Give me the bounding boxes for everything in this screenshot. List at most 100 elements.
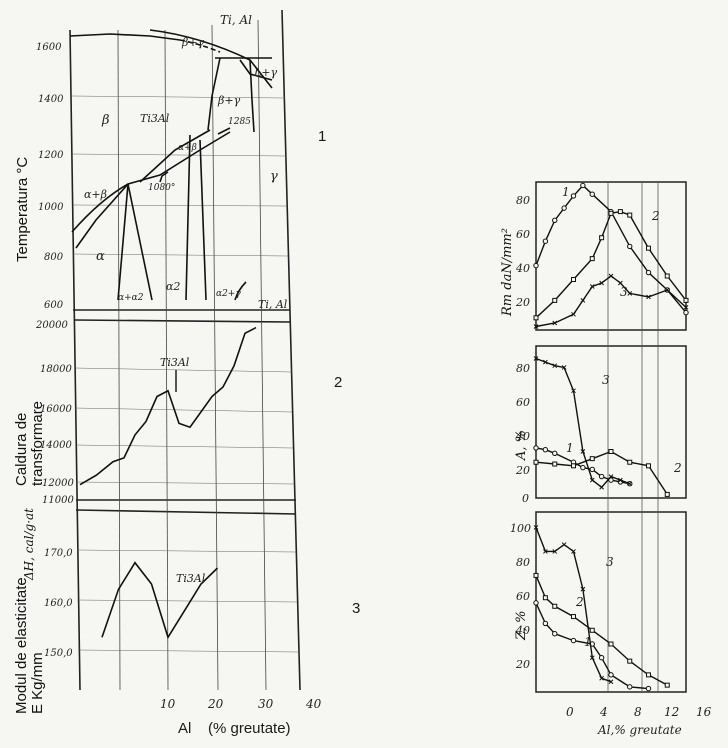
right-series-labels: 1 2 3 1 2 3 1 2 3 — [562, 185, 682, 649]
rm-series-1-point — [533, 262, 539, 269]
z-series-2-point — [608, 641, 614, 647]
separator-1b — [74, 319, 291, 323]
rm-series-1-point — [561, 205, 567, 211]
rm-series-1-point — [683, 309, 689, 316]
ytick-11000: 11000 — [42, 495, 74, 506]
rm-series-1-point — [542, 238, 549, 244]
right-xtick-4: 4 — [599, 705, 608, 719]
left-frame-right — [281, 9, 301, 691]
z-ytick-80: 80 — [516, 556, 530, 569]
rm-series-3-point — [646, 294, 651, 300]
label-alpha2-gamma: α2+γ — [216, 289, 241, 299]
z-series-3-point — [608, 679, 614, 685]
a-series-2-point — [533, 459, 539, 465]
z-label-1: 1 — [584, 635, 592, 649]
a-series-3-point — [543, 359, 548, 365]
t1080-marker — [159, 171, 169, 183]
panel-number-2: 2 — [334, 374, 343, 391]
rm-series-2-point — [533, 315, 539, 321]
a-series-3-point — [618, 477, 623, 483]
label-beta-gamma-top: β+γ — [181, 36, 205, 49]
panel-number-3: 3 — [352, 600, 361, 617]
a-ytick-0: 0 — [522, 492, 529, 505]
z-ytick-100: 100 — [510, 522, 531, 535]
alpha2-gamma-left — [199, 139, 207, 301]
elastic-ylabel-line2: E Kg/mm — [29, 652, 46, 714]
rm-series-3-line — [535, 275, 687, 328]
rm-series-1-point — [552, 217, 558, 224]
right-xlabel: Al,% greutate — [597, 723, 682, 737]
a-series-1-point — [598, 473, 605, 480]
z-series-1-point — [645, 685, 652, 692]
z-label-3: 3 — [606, 555, 614, 569]
a-series-1-point — [542, 447, 549, 453]
rm-ylabel: Rm daN/mm² — [500, 228, 515, 316]
z-series-3-point — [533, 525, 539, 530]
label-a-b-top: α+β — [178, 143, 197, 153]
z-series-2-point — [571, 614, 576, 620]
z-ytick-20: 20 — [515, 658, 530, 671]
right-xtick-16: 16 — [696, 705, 712, 719]
xtick-10: 10 — [160, 697, 176, 711]
a-series-2-point — [664, 491, 670, 497]
rm-series-1-line — [535, 184, 687, 314]
rm-series-3-point — [589, 284, 595, 289]
a-ytick-40: 40 — [515, 430, 530, 443]
rm-series-2-point — [552, 297, 558, 303]
left-xlabel: Al (% greutate) — [178, 720, 291, 737]
a-series-3-point — [580, 449, 586, 454]
rm-series-2-point — [646, 245, 651, 251]
a-frame — [535, 345, 687, 499]
elastic-ylabel-line1: Modul de elasticitate — [13, 577, 30, 714]
beta-gamma-right — [249, 59, 255, 133]
rm-series-3-point — [683, 305, 689, 310]
z-series-2-point — [542, 595, 548, 601]
alpha-beta-upper — [71, 131, 231, 233]
rm-series-1-point — [589, 191, 595, 197]
rm-series-3-point — [608, 273, 614, 279]
rm-label-3: 3 — [620, 285, 628, 299]
label-alpha: α — [96, 249, 105, 264]
rm-series-2-point — [627, 212, 633, 218]
a-series-2-point — [627, 459, 633, 465]
alpha-alpha2-right — [127, 183, 153, 301]
z-series-2-point — [646, 672, 651, 678]
rm-series-3-point — [571, 311, 576, 317]
rm-series-2-point — [608, 210, 614, 216]
rm-series-1-point — [645, 269, 652, 276]
a-series-1-line — [535, 447, 630, 485]
a-series-2-line — [535, 450, 668, 495]
a-series-1-point — [580, 464, 586, 471]
ytick-800: 800 — [44, 252, 64, 263]
a-ylabel: A, % — [514, 429, 529, 460]
a-series-3-point — [589, 477, 595, 483]
a-series-3-point — [533, 356, 539, 361]
rm-series-2-point — [571, 277, 576, 283]
a-series-3-point — [608, 474, 614, 479]
a-series-2-point — [608, 449, 614, 455]
a-series-2-point — [552, 461, 558, 467]
label-ti3al-3: Ti3Al — [176, 572, 206, 585]
rm-series-3-point — [533, 324, 539, 329]
z-series-1-point — [627, 684, 633, 690]
label-l-gamma: L+γ — [253, 66, 278, 79]
ti3al-upper — [139, 129, 211, 183]
right-xtick-0: 0 — [566, 705, 574, 719]
phase-diagram-lines — [69, 29, 273, 301]
z-series-1-point — [552, 631, 558, 637]
a-label-3: 3 — [602, 373, 610, 387]
z-series-3-point — [571, 549, 576, 554]
left-xticks: 10 20 30 40 — [160, 697, 322, 711]
ytick-18000: 18000 — [40, 364, 72, 375]
ytick-1600: 1600 — [36, 42, 62, 53]
rm-series-2-line — [535, 210, 687, 319]
rm-series-3-point — [580, 298, 586, 303]
label-alpha-alpha2: α+α2 — [118, 293, 144, 303]
xtick-40: 40 — [305, 697, 322, 711]
right-gridlines — [607, 182, 659, 692]
rm-ytick-80: 80 — [516, 194, 530, 207]
z-frame — [535, 511, 687, 693]
z-ylabel: Z, % — [514, 610, 529, 640]
